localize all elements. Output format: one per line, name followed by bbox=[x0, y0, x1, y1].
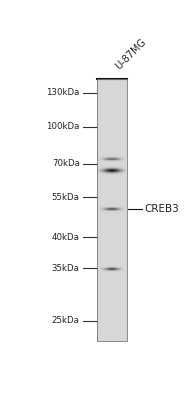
Bar bbox=[97, 328, 127, 331]
Bar bbox=[97, 105, 127, 108]
Bar bbox=[97, 331, 127, 334]
Bar bbox=[97, 148, 127, 151]
Bar bbox=[97, 249, 127, 252]
Bar bbox=[97, 220, 127, 223]
Bar bbox=[97, 282, 127, 285]
Bar bbox=[97, 242, 127, 246]
Bar bbox=[97, 164, 127, 167]
Bar bbox=[97, 334, 127, 337]
Bar bbox=[97, 197, 127, 200]
Bar bbox=[97, 285, 127, 288]
Text: CREB3: CREB3 bbox=[144, 204, 179, 214]
Bar bbox=[97, 295, 127, 298]
Bar bbox=[97, 239, 127, 242]
Bar bbox=[97, 226, 127, 229]
Bar bbox=[97, 184, 127, 187]
Bar bbox=[97, 275, 127, 278]
Bar bbox=[97, 121, 127, 125]
Bar bbox=[97, 200, 127, 203]
Bar bbox=[97, 180, 127, 184]
Bar bbox=[97, 265, 127, 269]
Bar bbox=[97, 79, 127, 82]
Bar bbox=[97, 82, 127, 85]
Bar bbox=[97, 89, 127, 92]
Bar bbox=[97, 278, 127, 282]
Bar bbox=[97, 318, 127, 321]
Bar bbox=[97, 112, 127, 115]
Bar bbox=[97, 337, 127, 341]
Bar bbox=[97, 305, 127, 308]
Text: 25kDa: 25kDa bbox=[52, 316, 80, 325]
Bar bbox=[97, 95, 127, 98]
Bar bbox=[97, 233, 127, 236]
Bar bbox=[97, 128, 127, 131]
Bar bbox=[97, 288, 127, 292]
Bar bbox=[97, 272, 127, 275]
Bar bbox=[97, 206, 127, 210]
Bar bbox=[97, 203, 127, 206]
Bar bbox=[97, 79, 127, 341]
Bar bbox=[97, 177, 127, 180]
Bar bbox=[97, 154, 127, 157]
Bar bbox=[97, 102, 127, 105]
Bar bbox=[97, 216, 127, 220]
Bar bbox=[97, 138, 127, 141]
Bar bbox=[97, 298, 127, 301]
Bar bbox=[97, 324, 127, 328]
Bar bbox=[97, 187, 127, 190]
Bar bbox=[97, 108, 127, 112]
Bar bbox=[97, 301, 127, 305]
Bar bbox=[97, 223, 127, 226]
Bar bbox=[97, 210, 127, 213]
Bar bbox=[97, 311, 127, 314]
Bar bbox=[97, 125, 127, 128]
Bar bbox=[97, 141, 127, 144]
Bar bbox=[97, 193, 127, 197]
Bar bbox=[97, 321, 127, 324]
Text: U-87MG: U-87MG bbox=[114, 36, 148, 71]
Bar bbox=[97, 269, 127, 272]
Text: 70kDa: 70kDa bbox=[52, 159, 80, 168]
Bar bbox=[97, 157, 127, 161]
Bar bbox=[97, 170, 127, 174]
Bar bbox=[97, 144, 127, 148]
Text: 40kDa: 40kDa bbox=[52, 233, 80, 242]
Bar bbox=[97, 259, 127, 262]
Bar bbox=[97, 292, 127, 295]
Bar bbox=[97, 85, 127, 89]
Bar bbox=[97, 98, 127, 102]
Bar bbox=[97, 134, 127, 138]
Bar bbox=[97, 190, 127, 193]
Text: 55kDa: 55kDa bbox=[52, 193, 80, 202]
Bar bbox=[97, 308, 127, 311]
Bar bbox=[97, 252, 127, 256]
Bar bbox=[97, 314, 127, 318]
Bar bbox=[97, 167, 127, 170]
Bar bbox=[97, 174, 127, 177]
Bar bbox=[97, 213, 127, 216]
Bar bbox=[97, 118, 127, 121]
Text: 100kDa: 100kDa bbox=[46, 122, 80, 131]
Bar bbox=[97, 161, 127, 164]
Bar bbox=[97, 236, 127, 239]
Text: 130kDa: 130kDa bbox=[46, 88, 80, 97]
Text: 35kDa: 35kDa bbox=[52, 264, 80, 273]
Bar bbox=[97, 229, 127, 233]
Bar bbox=[97, 131, 127, 134]
Bar bbox=[97, 246, 127, 249]
Bar bbox=[97, 262, 127, 265]
Bar bbox=[97, 115, 127, 118]
Bar bbox=[97, 151, 127, 154]
Bar bbox=[97, 92, 127, 95]
Bar bbox=[97, 256, 127, 259]
